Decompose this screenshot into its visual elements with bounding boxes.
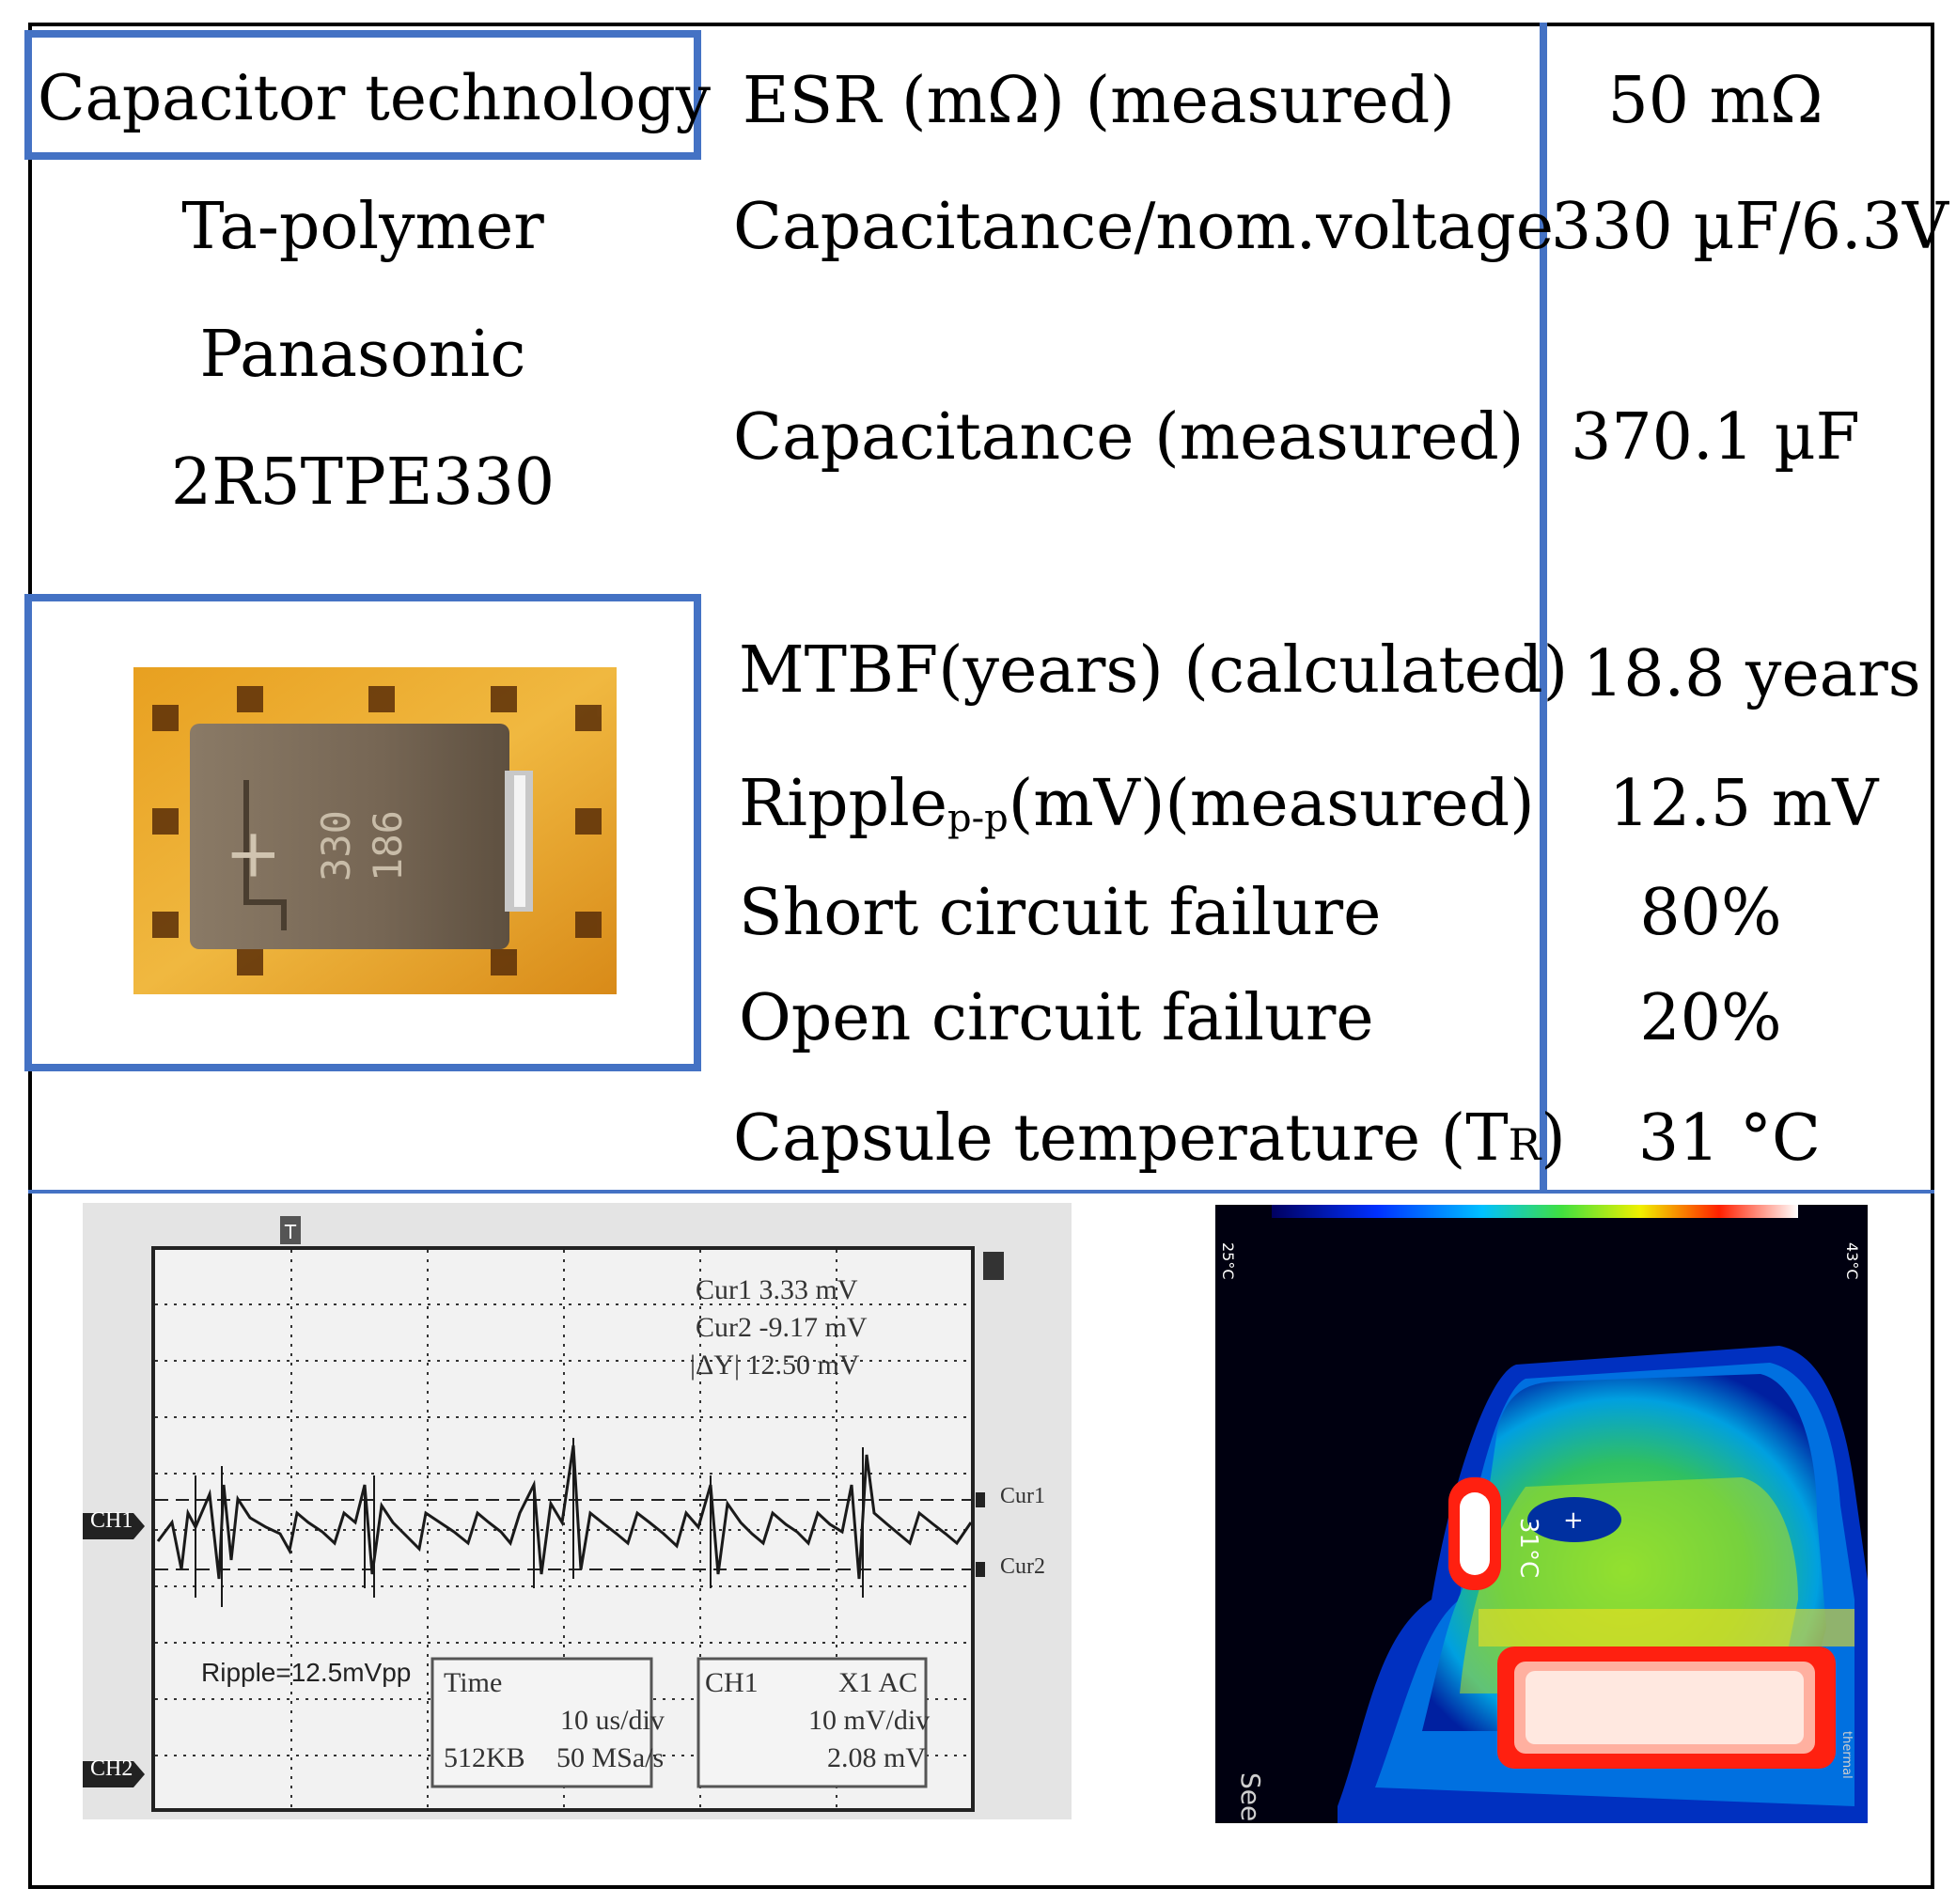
cur2-tag: Cur2 <box>1000 1554 1045 1579</box>
cur1-tag: Cur1 <box>1000 1484 1045 1508</box>
label-mtbf: MTBF(years) (calculated) <box>739 633 1569 708</box>
value-open: 20% <box>1639 981 1782 1055</box>
divider-horizontal <box>28 1190 1934 1194</box>
brand-sub: thermal <box>1839 1731 1854 1779</box>
tech-line-1: Ta-polymer <box>181 190 544 264</box>
time-box-div: 10 us/div <box>560 1705 665 1736</box>
scope-graticule: T <box>83 1216 1004 1812</box>
ripple-label: Ripple=12.5mVpp <box>201 1658 412 1687</box>
label-cap-nom: Capacitance/nom.voltage <box>733 190 1554 264</box>
photo-box <box>24 594 701 1071</box>
time-box-title: Time <box>444 1667 503 1698</box>
label-capsule-temp: Capsule temperature (TR) <box>733 1101 1566 1176</box>
divider-vertical <box>1540 23 1547 1194</box>
time-box-mem: 512KB <box>444 1742 525 1773</box>
marking-line-2: 186 <box>365 810 411 882</box>
value-mtbf: 18.8 years <box>1583 637 1921 711</box>
tech-line-2: Panasonic <box>199 318 526 392</box>
header-technology: Capacitor technology <box>38 62 711 134</box>
value-cap-nom: 330 µF/6.3V <box>1551 190 1948 264</box>
spot-crosshair-icon: + <box>1563 1506 1584 1535</box>
trigger-marker: T <box>284 1221 297 1243</box>
value-capsule-temp: 31 °C <box>1637 1101 1822 1176</box>
marking-line-1: 330 <box>313 810 359 882</box>
ch2-tag: CH2 <box>90 1756 133 1781</box>
label-cap-meas: Capacitance (measured) <box>733 400 1525 475</box>
scale-min: 25°C <box>1219 1242 1237 1280</box>
delta-readout: |ΔY| 12.50 mV <box>690 1350 860 1381</box>
header-box <box>24 30 701 160</box>
thermal-image: 31°C + 25°C 43°C SeeK thermal <box>1215 1205 1868 1823</box>
time-box-rate: 50 MSa/s <box>556 1742 665 1773</box>
polarity-mark: + <box>211 827 290 883</box>
value-ripple: 12.5 mV <box>1608 767 1879 841</box>
tech-line-3: 2R5TPE330 <box>170 445 556 520</box>
brand-logo: SeeK <box>1235 1772 1266 1823</box>
value-short: 80% <box>1639 876 1782 950</box>
value-cap-meas: 370.1 µF <box>1571 400 1860 475</box>
capacitor-photo: + 330 186 <box>133 667 617 994</box>
ch-box-coupling: X1 AC <box>838 1667 918 1698</box>
label-short: Short circuit failure <box>739 876 1382 950</box>
ch-box-div: 10 mV/div <box>808 1705 931 1736</box>
scale-max: 43°C <box>1843 1242 1861 1280</box>
value-esr: 50 mΩ <box>1607 64 1823 138</box>
ch-box-value: 2.08 mV <box>827 1742 926 1773</box>
label-open: Open circuit failure <box>739 981 1374 1055</box>
ch-box-title: CH1 <box>705 1667 759 1698</box>
cursor2-readout: Cur2 -9.17 mV <box>696 1312 868 1343</box>
ch1-tag: CH1 <box>90 1508 133 1533</box>
spot-temp: 31°C <box>1514 1518 1542 1578</box>
cursor1-readout: Cur1 3.33 mV <box>696 1274 858 1305</box>
label-ripple: Ripplep-p(mV)(measured) <box>739 767 1535 841</box>
label-esr: ESR (mΩ) (measured) <box>743 64 1455 138</box>
